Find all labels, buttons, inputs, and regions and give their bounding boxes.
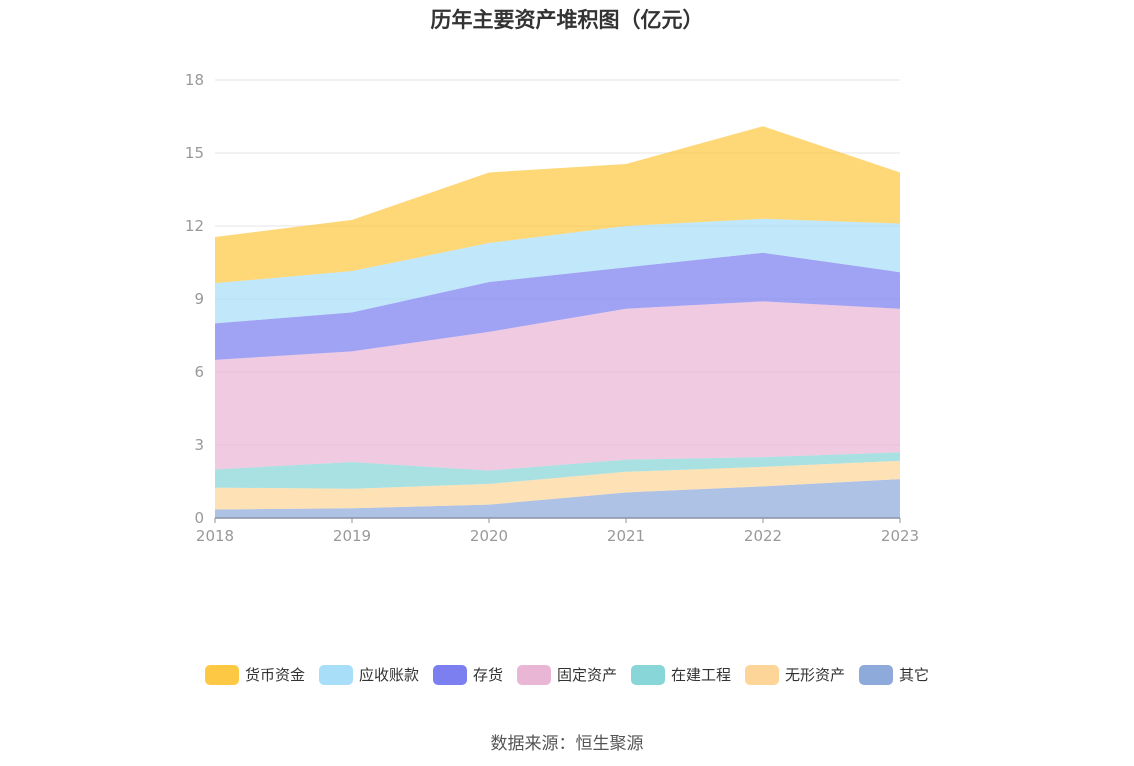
y-tick-label: 6 bbox=[194, 363, 204, 381]
source-note: 数据来源：恒生聚源 bbox=[490, 734, 644, 754]
legend-label: 无形资产 bbox=[785, 666, 846, 684]
legend-swatch bbox=[631, 664, 665, 685]
area-其它 bbox=[215, 479, 900, 518]
area-存货 bbox=[215, 252, 900, 360]
legend-item[interactable]: 在建工程 bbox=[631, 664, 731, 685]
legend-label: 其它 bbox=[899, 666, 930, 684]
legend-label: 在建工程 bbox=[671, 666, 732, 684]
legend-item[interactable]: 货币资金 bbox=[204, 664, 305, 685]
chart-title: 历年主要资产堆积图（亿元） bbox=[430, 8, 704, 32]
legend-swatch bbox=[745, 664, 780, 685]
x-tick-label: 2018 bbox=[196, 527, 234, 545]
area-货币资金 bbox=[215, 126, 900, 284]
legend-swatch bbox=[859, 664, 894, 685]
area-无形资产 bbox=[215, 460, 900, 510]
x-tick-label: 2022 bbox=[744, 527, 782, 545]
area-在建工程 bbox=[215, 452, 900, 489]
legend-item[interactable]: 存货 bbox=[432, 664, 503, 685]
y-tick-label: 3 bbox=[194, 436, 204, 454]
x-tick-label: 2019 bbox=[333, 527, 371, 545]
x-tick-label: 2020 bbox=[470, 527, 508, 545]
legend-label: 存货 bbox=[472, 666, 503, 684]
area-固定资产 bbox=[215, 301, 900, 471]
area-应收账款 bbox=[215, 218, 900, 324]
legend-swatch bbox=[432, 664, 467, 685]
y-tick-label: 15 bbox=[185, 144, 204, 162]
legend-item[interactable]: 其它 bbox=[859, 664, 929, 685]
legend-swatch bbox=[318, 664, 353, 685]
legend-label: 应收账款 bbox=[358, 666, 419, 684]
legend-swatch bbox=[204, 664, 239, 685]
x-tick-label: 2023 bbox=[881, 527, 919, 545]
y-tick-label: 12 bbox=[185, 217, 204, 235]
legend-item[interactable]: 无形资产 bbox=[745, 664, 845, 685]
axes: 0 3 6 9 12 15 18 2018 2019 2020 2021 2022 2023 bbox=[185, 71, 919, 545]
legend-item[interactable]: 固定资产 bbox=[516, 664, 617, 685]
legend-swatch bbox=[516, 664, 551, 685]
legend-item[interactable]: 应收账款 bbox=[318, 664, 419, 685]
area-series bbox=[215, 126, 900, 518]
x-tick-label: 2021 bbox=[607, 527, 645, 545]
y-tick-label: 18 bbox=[185, 71, 204, 89]
legend-label: 货币资金 bbox=[244, 666, 305, 684]
y-tick-label: 0 bbox=[194, 509, 204, 527]
legend: 货币资金 应收账款 存货 固定资产 在建工程 无形资产 其它 bbox=[0, 664, 1134, 685]
legend-label: 固定资产 bbox=[556, 666, 617, 684]
y-tick-label: 9 bbox=[194, 290, 204, 308]
